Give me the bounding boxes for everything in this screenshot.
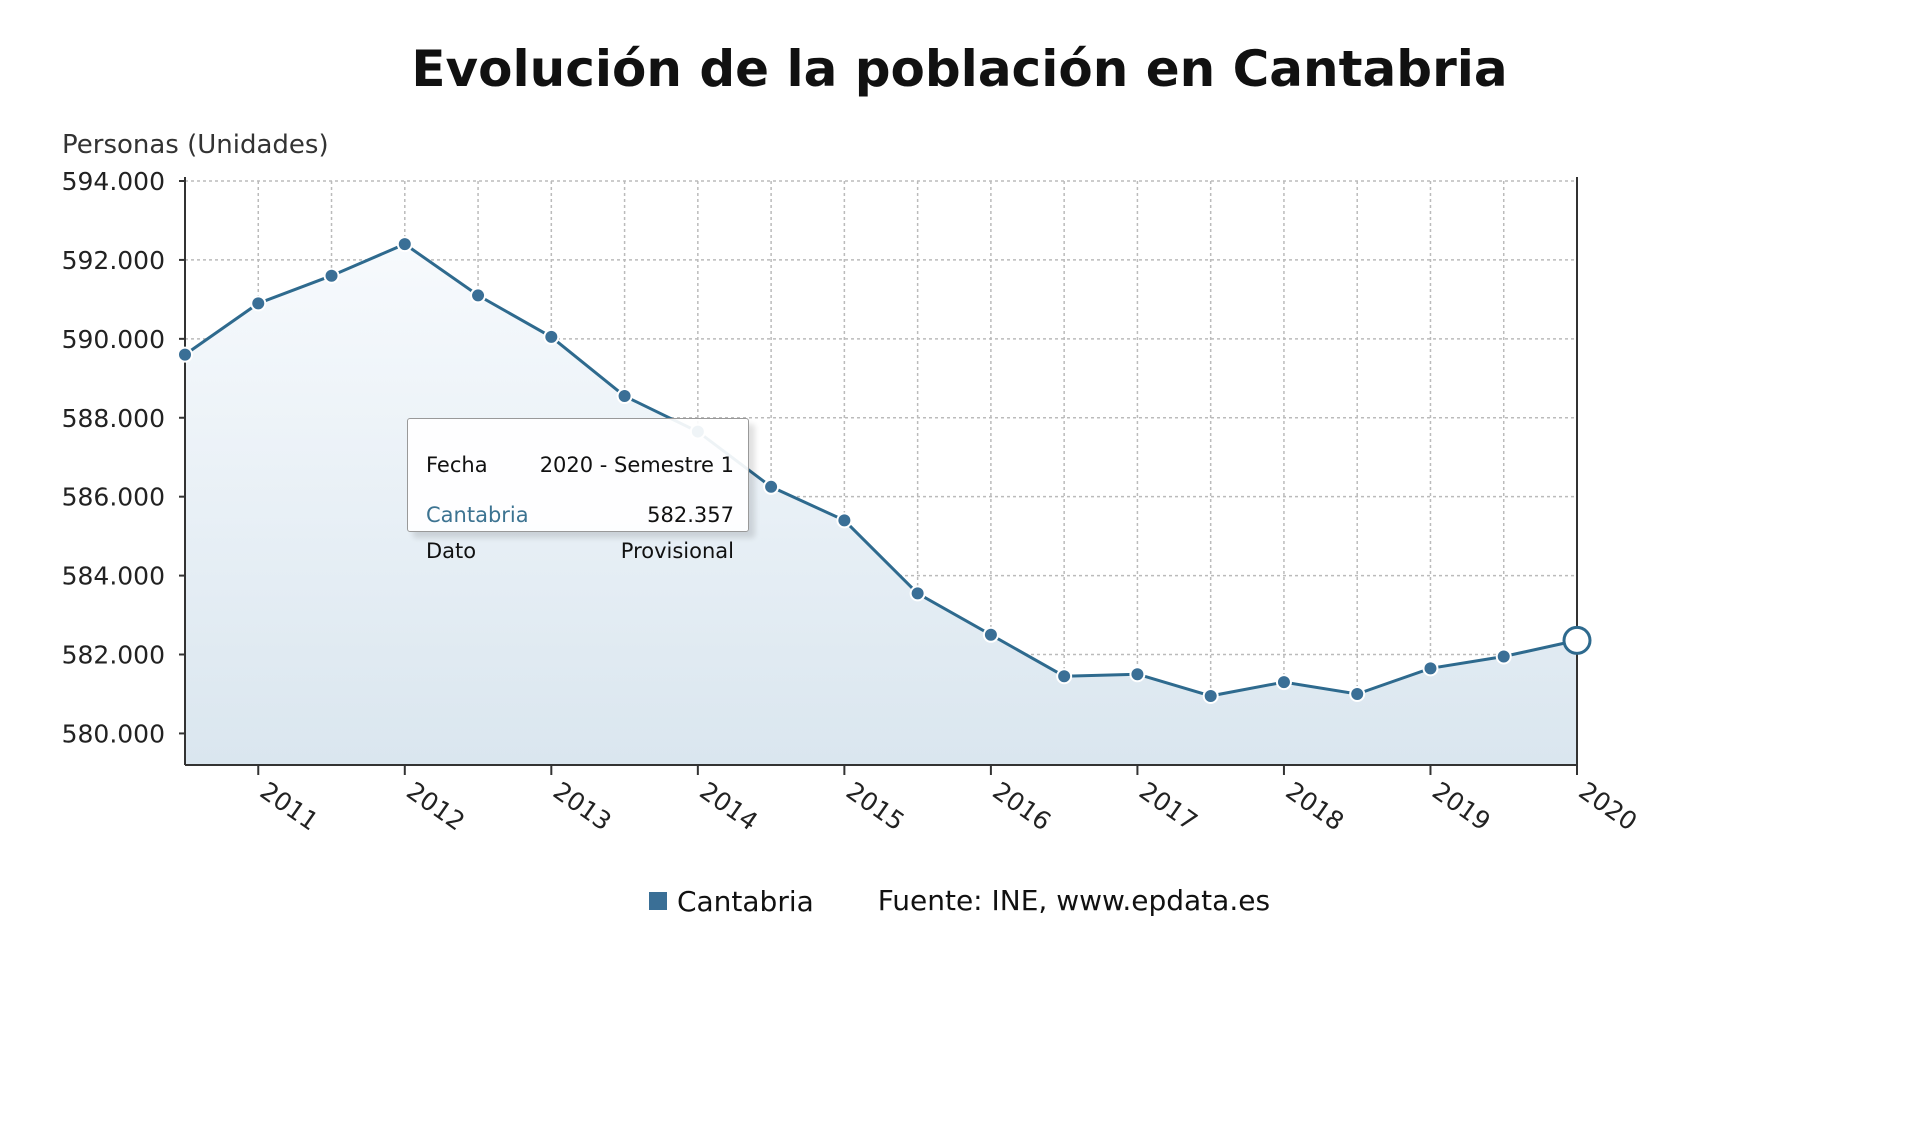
data-point[interactable] [1495,648,1512,665]
y-tick-label: 592.000 [62,246,165,275]
y-tick-label: 584.000 [62,562,165,591]
axes [179,177,1578,775]
y-axis-ticks: 580.000 582.000 584.000 586.000 588.000 590.0… [62,167,165,748]
data-point[interactable] [616,388,633,405]
series-area [185,244,1577,766]
x-tick-label: 2014 [694,776,763,836]
legend-swatch [648,892,667,910]
series-line [184,242,1578,698]
tooltip-row-series: Cantabria 582.357 [426,503,734,527]
chart-title: Evolución de la población en Cantabria [411,40,1508,98]
tooltip-label-fecha: Fecha [426,453,488,477]
legend-label: Cantabria [676,884,814,918]
data-point[interactable] [1422,660,1439,677]
x-tick-label: 2015 [841,776,910,836]
data-point[interactable] [1202,687,1219,704]
x-tick-label: 2016 [987,776,1056,836]
x-tick-label: 2020 [1574,776,1643,836]
x-tick-label: 2018 [1281,776,1350,836]
x-tick-label: 2012 [401,776,470,836]
tooltip-row-dato: Dato Provisional [426,539,734,563]
y-tick-label: 586.000 [62,483,165,512]
data-point[interactable] [543,328,560,345]
data-point[interactable] [1562,625,1592,655]
y-tick-label: 582.000 [62,641,165,670]
x-tick-label: 2011 [255,776,324,836]
data-point[interactable] [1129,666,1146,683]
data-point[interactable] [250,295,267,312]
y-tick-label: 580.000 [62,719,165,748]
data-point[interactable] [909,585,926,602]
tooltip-value-fecha: 2020 - Semestre 1 [539,452,734,477]
data-point[interactable] [177,346,193,363]
tooltip-label-dato: Dato [426,539,477,563]
tooltip-label-series: Cantabria [426,503,529,527]
y-tick-label: 590.000 [62,325,165,354]
data-point[interactable] [763,478,780,495]
legend-item-cantabria[interactable]: Cantabria [648,884,814,918]
tooltip: Fecha 2020 - Semestre 1 Cantabria 582.35… [407,418,749,563]
tooltip-value-series: 582.357 [647,503,734,527]
data-point[interactable] [1056,668,1073,685]
x-axis-ticks: 2011 2012 2013 2014 2015 2016 2017 2018 2019 2020 [255,776,1642,836]
data-point[interactable] [470,287,487,304]
data-point[interactable] [1275,674,1292,691]
tooltip-value-dato: Provisional [620,539,734,563]
x-tick-label: 2013 [548,776,617,836]
y-tick-label: 588.000 [62,404,165,433]
y-axis-label: Personas (Unidades) [62,130,329,160]
series-points [177,236,1592,704]
data-point[interactable] [836,512,853,529]
data-point[interactable] [396,236,413,253]
data-point[interactable] [323,267,340,284]
tooltip-row-fecha: Fecha 2020 - Semestre 1 [426,435,734,495]
data-point[interactable] [982,626,999,643]
x-tick-label: 2017 [1134,776,1203,836]
source-note: Fuente: INE, www.epdata.es [877,884,1271,917]
legend: Cantabria Fuente: INE, www.epdata.es [0,884,1919,918]
y-tick-label: 594.000 [62,167,165,196]
data-point[interactable] [1349,685,1366,702]
x-tick-label: 2019 [1427,776,1496,836]
